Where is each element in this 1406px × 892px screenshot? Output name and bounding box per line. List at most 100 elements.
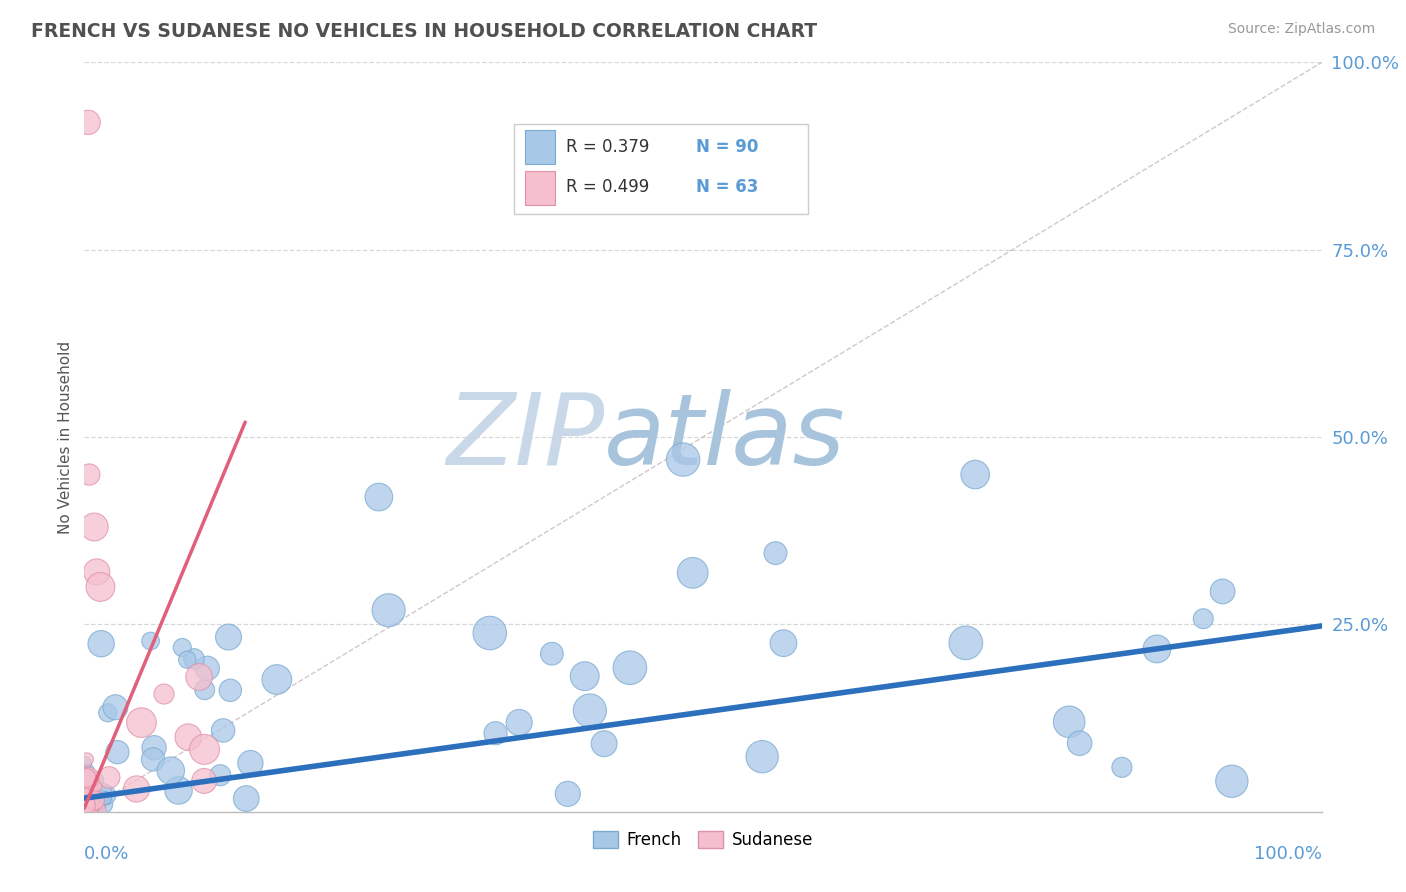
Point <box>167 783 190 797</box>
Point <box>73 794 96 808</box>
Point <box>75 780 97 794</box>
Point <box>235 791 257 805</box>
Point <box>76 804 98 818</box>
Legend: French, Sudanese: French, Sudanese <box>586 824 820 855</box>
Point <box>76 752 98 766</box>
Point <box>619 661 641 675</box>
Point <box>75 768 97 782</box>
Point <box>83 793 105 807</box>
Point <box>77 801 100 815</box>
Point <box>77 771 100 785</box>
Point <box>75 803 97 817</box>
Text: N = 63: N = 63 <box>696 178 758 196</box>
Text: R = 0.379: R = 0.379 <box>567 138 650 156</box>
Point <box>84 804 107 818</box>
Point <box>79 467 101 482</box>
Point <box>955 636 977 650</box>
Point <box>76 803 98 817</box>
Point <box>593 737 616 751</box>
Point <box>79 804 101 818</box>
Point <box>94 791 117 805</box>
Point <box>1220 774 1243 789</box>
Point <box>83 796 105 810</box>
Point <box>508 715 530 730</box>
Point <box>682 566 704 580</box>
Point <box>75 795 97 809</box>
Point <box>76 788 98 802</box>
Point <box>672 452 695 467</box>
Point <box>1212 584 1234 599</box>
Point <box>89 580 111 594</box>
Text: ZIP: ZIP <box>446 389 605 485</box>
FancyBboxPatch shape <box>513 124 808 213</box>
Point <box>76 795 98 809</box>
Point <box>75 792 97 806</box>
Point <box>77 803 100 817</box>
Point <box>75 801 97 815</box>
Point <box>77 789 100 803</box>
Point <box>94 788 117 802</box>
Point <box>751 749 773 764</box>
Point <box>139 634 162 648</box>
Point <box>82 804 104 818</box>
Point <box>86 797 108 811</box>
Point <box>76 804 98 818</box>
Point <box>965 467 987 482</box>
Point <box>91 797 114 811</box>
Point <box>125 781 148 796</box>
Point <box>75 798 97 813</box>
Point <box>73 756 96 770</box>
Point <box>76 800 98 814</box>
Point <box>367 490 389 504</box>
Point <box>75 801 97 815</box>
Text: N = 90: N = 90 <box>696 138 758 156</box>
Point <box>77 782 100 797</box>
Point <box>1146 642 1168 657</box>
Point <box>193 773 215 788</box>
Point <box>76 804 98 818</box>
Point <box>377 603 399 617</box>
Point <box>75 800 97 814</box>
Point <box>1069 736 1091 750</box>
Text: FRENCH VS SUDANESE NO VEHICLES IN HOUSEHOLD CORRELATION CHART: FRENCH VS SUDANESE NO VEHICLES IN HOUSEH… <box>31 22 817 41</box>
Point <box>77 804 100 818</box>
Point <box>79 788 101 802</box>
Point <box>77 804 100 818</box>
Point <box>79 799 101 814</box>
Text: atlas: atlas <box>605 389 845 485</box>
Point <box>193 742 215 756</box>
Point <box>177 730 200 744</box>
Point <box>176 653 198 667</box>
Point <box>209 768 232 782</box>
Point <box>98 771 121 785</box>
Point <box>1057 714 1080 729</box>
Point <box>84 773 107 788</box>
Point <box>73 800 96 814</box>
Point <box>219 683 242 698</box>
Point <box>73 802 96 816</box>
Point <box>91 786 114 800</box>
Text: 100.0%: 100.0% <box>1254 846 1322 863</box>
Point <box>97 706 120 720</box>
Point <box>218 630 240 644</box>
Point <box>73 786 96 800</box>
Point <box>107 745 129 759</box>
Point <box>75 778 97 792</box>
Point <box>76 804 98 818</box>
Point <box>478 626 501 640</box>
Point <box>76 804 98 818</box>
Point <box>73 798 96 813</box>
Point <box>77 787 100 801</box>
Point <box>574 669 596 683</box>
Point <box>73 785 96 799</box>
FancyBboxPatch shape <box>526 130 555 164</box>
Point <box>143 740 166 755</box>
Y-axis label: No Vehicles in Household: No Vehicles in Household <box>58 341 73 533</box>
Point <box>75 800 97 814</box>
Point <box>266 673 288 687</box>
Point <box>80 801 103 815</box>
Point <box>104 700 127 714</box>
Point <box>1192 612 1215 626</box>
Point <box>1111 760 1133 774</box>
Point <box>77 803 100 817</box>
